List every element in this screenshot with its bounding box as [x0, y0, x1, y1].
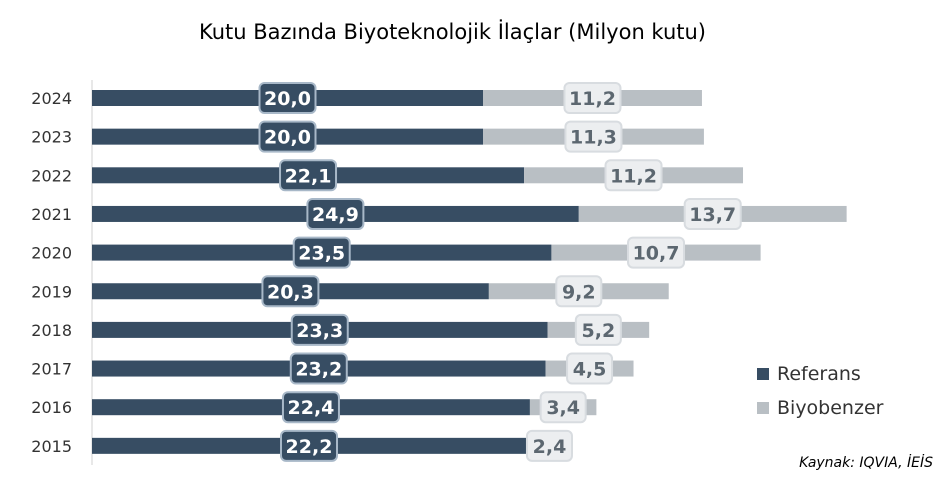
data-label: 13,7 [683, 197, 742, 230]
svg-text:5,2: 5,2 [582, 320, 616, 342]
data-label: 5,2 [574, 313, 622, 346]
data-label: 10,7 [627, 236, 686, 269]
svg-text:20,3: 20,3 [267, 281, 314, 303]
data-label: 3,4 [539, 391, 587, 424]
y-tick-label: 2017 [31, 360, 72, 379]
svg-text:23,3: 23,3 [296, 320, 343, 342]
data-label: 2,4 [525, 429, 573, 462]
source-note: Kaynak: IQVIA, İEİS [799, 455, 933, 471]
svg-text:22,2: 22,2 [286, 436, 333, 458]
y-tick-label: 2022 [31, 166, 72, 185]
y-tick-label: 2021 [31, 205, 72, 224]
svg-text:2,4: 2,4 [533, 436, 567, 458]
legend-label: Biyobenzer [777, 397, 884, 419]
data-label: 22,2 [280, 429, 339, 462]
data-label: 20,0 [258, 120, 317, 153]
svg-text:20,0: 20,0 [264, 127, 311, 149]
svg-text:11,3: 11,3 [570, 127, 617, 149]
data-label: 11,2 [604, 159, 663, 192]
legend-swatch [757, 368, 769, 380]
data-label: 24,9 [306, 197, 365, 230]
svg-text:22,4: 22,4 [288, 397, 335, 419]
svg-text:20,0: 20,0 [264, 88, 311, 110]
chart-title: Kutu Bazında Biyoteknolojik İlaçlar (Mil… [198, 20, 706, 44]
y-tick-label: 2019 [31, 282, 72, 301]
svg-text:10,7: 10,7 [633, 243, 680, 265]
data-label: 23,5 [292, 236, 351, 269]
data-label: 4,5 [566, 352, 614, 385]
y-tick-label: 2018 [31, 321, 72, 340]
legend-swatch [757, 402, 769, 414]
svg-text:13,7: 13,7 [689, 204, 736, 226]
data-label: 23,3 [290, 313, 349, 346]
svg-text:22,1: 22,1 [285, 165, 332, 187]
data-label: 11,2 [563, 82, 622, 114]
data-label: 20,3 [261, 275, 320, 308]
svg-text:9,2: 9,2 [562, 281, 596, 303]
svg-text:24,9: 24,9 [312, 204, 359, 226]
data-label: 23,2 [289, 352, 348, 385]
y-tick-label: 2015 [31, 437, 72, 456]
svg-text:3,4: 3,4 [546, 397, 580, 419]
data-label: 22,4 [281, 391, 340, 424]
svg-text:23,2: 23,2 [295, 359, 342, 381]
data-label: 11,3 [564, 120, 623, 153]
y-tick-label: 2024 [31, 89, 72, 108]
y-tick-label: 2020 [31, 244, 72, 263]
data-label: 20,0 [258, 82, 317, 114]
svg-text:11,2: 11,2 [569, 88, 616, 110]
svg-text:23,5: 23,5 [298, 243, 345, 265]
data-label: 22,1 [279, 159, 338, 192]
data-label: 9,2 [555, 275, 603, 308]
y-tick-label: 2016 [31, 398, 72, 417]
y-tick-label: 2023 [31, 128, 72, 147]
svg-text:11,2: 11,2 [610, 165, 657, 187]
svg-text:4,5: 4,5 [573, 359, 607, 381]
legend-label: Referans [777, 363, 861, 385]
